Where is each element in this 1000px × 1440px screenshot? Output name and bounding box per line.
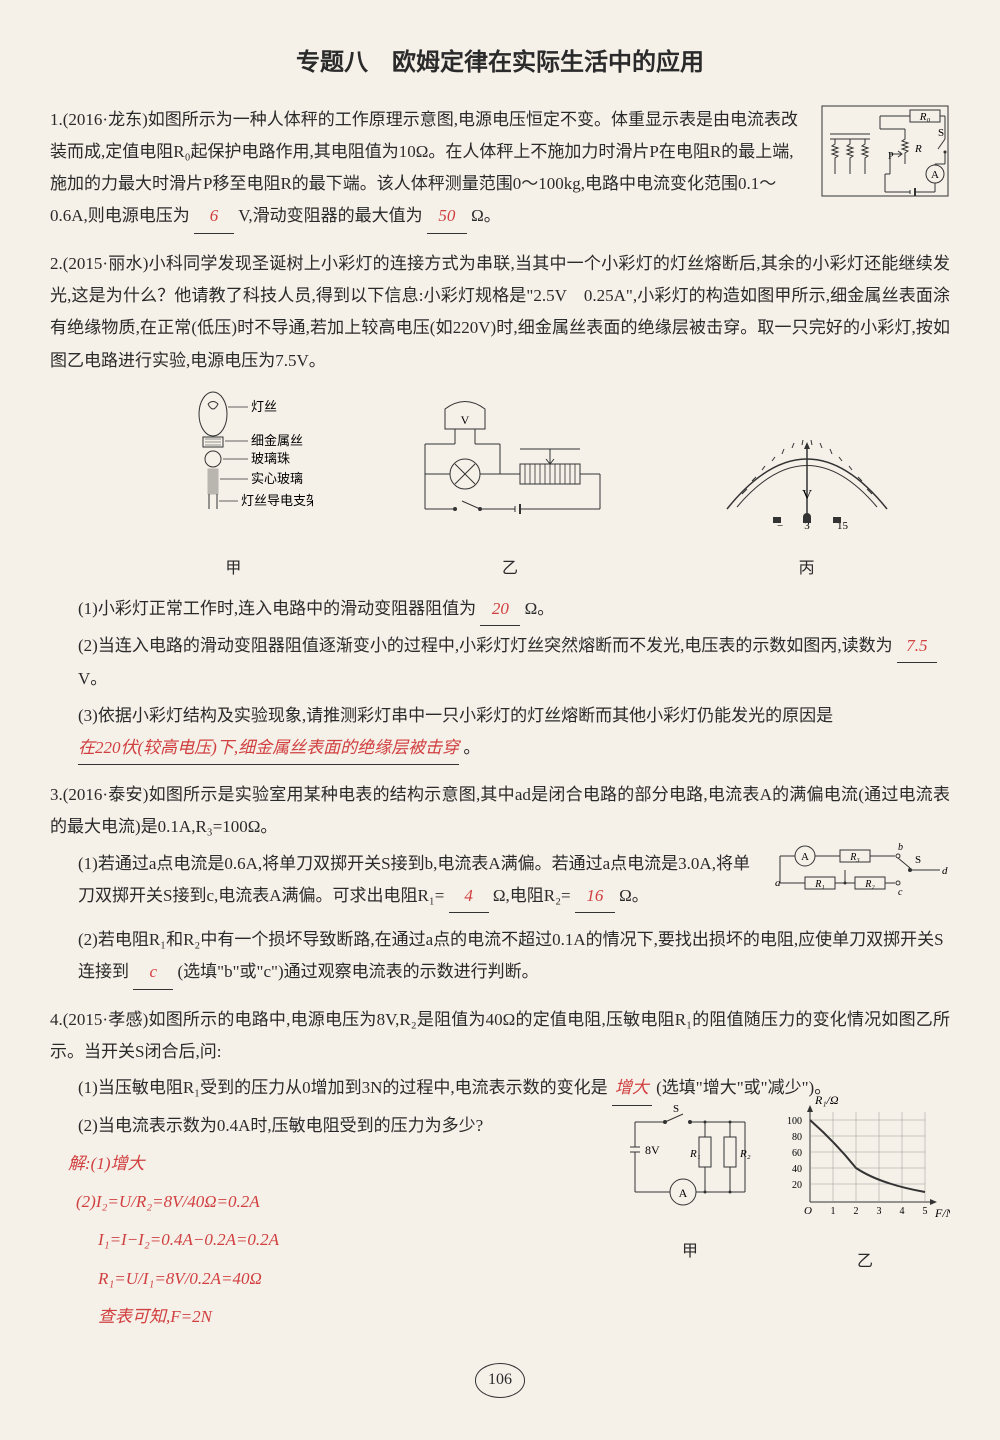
q2-sub1-ans: 20 <box>480 593 520 626</box>
svg-text:O: O <box>804 1205 812 1217</box>
q3-sub1: A R₃ b S d c a R₁ R <box>50 848 950 914</box>
q2-sub3-pre: (3)依据小彩灯结构及实验现象,请推测彩灯串中一只小彩灯的灯丝熔断而其他小彩灯仍… <box>78 706 833 725</box>
q2-sub2: (2)当连入电路的滑动变阻器阻值逐渐变小的过程中,小彩灯灯丝突然熔断而不发光,电… <box>50 630 950 696</box>
q2-sub1: (1)小彩灯正常工作时,连入电路中的滑动变阻器阻值为 20 Ω。 <box>50 593 950 626</box>
page-title: 专题八 欧姆定律在实际生活中的应用 <box>50 40 950 86</box>
svg-text:R₀: R₀ <box>919 111 931 123</box>
q2-sub2-ans: 7.5 <box>897 630 937 663</box>
q4-solution-label: 解:(1)增大 <box>50 1148 615 1180</box>
svg-text:8V: 8V <box>645 1143 660 1157</box>
q2-label-jia: 甲 <box>153 554 313 584</box>
svg-text:d: d <box>942 865 948 877</box>
q2-figure-bing: V − 3 15 丙 <box>707 399 907 585</box>
q2-label-yi: 乙 <box>400 554 620 584</box>
q3-sub1-suf: Ω。 <box>619 886 649 905</box>
svg-text:V: V <box>461 413 470 427</box>
svg-text:R₃: R₃ <box>849 852 860 863</box>
q2-intro: 2.(2015·丽水)小科同学发现圣诞树上小彩灯的连接方式为串联,当其中一个小彩… <box>50 248 950 377</box>
svg-text:2: 2 <box>854 1206 859 1217</box>
svg-text:5: 5 <box>923 1206 928 1217</box>
svg-text:玻璃珠: 玻璃珠 <box>251 451 290 466</box>
svg-text:R₂: R₂ <box>739 1148 751 1160</box>
svg-text:灯丝导电支架: 灯丝导电支架 <box>241 493 313 508</box>
svg-text:R₁: R₁ <box>814 879 825 890</box>
page-number: 106 <box>50 1363 950 1397</box>
q2-sub3: (3)依据小彩灯结构及实验现象,请推测彩灯串中一只小彩灯的灯丝熔断而其他小彩灯仍… <box>50 700 950 766</box>
question-4: 4.(2015·孝感)如图所示的电路中,电源电压为8V,R₂是阻值为40Ω的定值… <box>50 1004 950 1334</box>
q2-figure-jia: 灯丝 细金属丝 玻璃珠 实心玻璃 灯丝导电支架 甲 <box>153 389 313 585</box>
svg-text:F/N: F/N <box>934 1206 950 1220</box>
q3-sub1-mid: Ω,电阻R₂= <box>493 886 571 905</box>
q4-figure-yi: R₁/Ω F/N 100 80 60 40 2 <box>780 1092 950 1278</box>
svg-text:A: A <box>931 169 939 181</box>
svg-text:R: R <box>914 143 922 155</box>
q1-text-part3: Ω。 <box>471 206 501 225</box>
q4-figure-jia: S 8V A R₁ R₂ <box>615 1102 765 1268</box>
svg-text:实心玻璃: 实心玻璃 <box>251 471 303 486</box>
q2-figures: 灯丝 细金属丝 玻璃珠 实心玻璃 灯丝导电支架 甲 V <box>110 389 950 585</box>
svg-text:1: 1 <box>831 1206 836 1217</box>
q4-sub1-pre: (1)当压敏电阻R₁受到的压力从0增加到3N的过程中,电流表示数的变化是 <box>78 1078 608 1097</box>
q4-label-jia: 甲 <box>615 1237 765 1267</box>
q2-sub1-pre: (1)小彩灯正常工作时,连入电路中的滑动变阻器阻值为 <box>78 599 476 618</box>
q2-sub3-suf: 。 <box>463 738 480 757</box>
svg-text:S: S <box>938 127 944 139</box>
svg-text:4: 4 <box>900 1206 905 1217</box>
svg-text:P: P <box>888 151 894 162</box>
question-3: 3.(2016·泰安)如图所示是实验室用某种电表的结构示意图,其中ad是闭合电路… <box>50 779 950 989</box>
svg-text:80: 80 <box>792 1132 802 1143</box>
q3-sub2-ans: c <box>133 956 173 989</box>
q4-sub1-ans: 增大 <box>612 1072 652 1105</box>
q4-sol-line-1: I₁=I−I₂=0.4A−0.2A=0.2A <box>50 1224 615 1256</box>
q4-sol-line-3: 查表可知,F=2N <box>50 1301 615 1333</box>
q4-label-yi: 乙 <box>780 1247 950 1277</box>
q3-sub1-ans2: 16 <box>575 880 615 913</box>
q4-sol-line-0: (2)I₂=U/R₂=8V/40Ω=0.2A <box>50 1186 615 1218</box>
q3-circuit-diagram: A R₃ b S d c a R₁ R <box>770 838 950 919</box>
q3-intro: 3.(2016·泰安)如图所示是实验室用某种电表的结构示意图,其中ad是闭合电路… <box>50 779 950 844</box>
page-number-value: 106 <box>475 1363 525 1397</box>
q1-answer-1: 6 <box>194 200 234 233</box>
q3-sub2: (2)若电阻R₁和R₂中有一个损坏导致断路,在通过a点的电流不超过0.1A的情况… <box>50 924 950 990</box>
svg-text:60: 60 <box>792 1148 802 1159</box>
svg-text:b: b <box>898 842 903 853</box>
svg-text:3: 3 <box>877 1206 882 1217</box>
svg-text:细金属丝: 细金属丝 <box>251 433 303 448</box>
q1-text-part2: V,滑动变阻器的最大值为 <box>238 206 422 225</box>
q1-answer-2: 50 <box>427 200 467 233</box>
question-2: 2.(2015·丽水)小科同学发现圣诞树上小彩灯的连接方式为串联,当其中一个小彩… <box>50 248 950 765</box>
svg-text:S: S <box>673 1103 679 1115</box>
svg-text:灯丝: 灯丝 <box>251 399 277 414</box>
q4-intro: 4.(2015·孝感)如图所示的电路中,电源电压为8V,R₂是阻值为40Ω的定值… <box>50 1004 950 1069</box>
svg-text:A: A <box>801 851 809 863</box>
svg-text:20: 20 <box>792 1180 802 1191</box>
q3-sub1-ans1: 4 <box>449 880 489 913</box>
q3-sub2-suf: (选填"b"或"c")通过观察电流表的示数进行判断。 <box>178 962 539 981</box>
q4-sol-line-2: R₁=U/I₁=8V/0.2A=40Ω <box>50 1263 615 1295</box>
svg-text:40: 40 <box>792 1164 802 1175</box>
question-1: R₀ S A R <box>50 104 950 234</box>
q3-sub1-pre: (1)若通过a点电流是0.6A,将单刀双掷开关S接到b,电流表A满偏。若通过a点… <box>78 854 750 905</box>
q1-text-part1: 1.(2016·龙东)如图所示为一种人体秤的工作原理示意图,电源电压恒定不变。体… <box>50 110 798 226</box>
q2-sub2-suf: V。 <box>78 669 107 688</box>
svg-text:V: V <box>802 488 812 503</box>
q2-label-bing: 丙 <box>707 554 907 584</box>
svg-text:R₁/Ω: R₁/Ω <box>814 1093 839 1107</box>
q2-sub1-suf: Ω。 <box>525 599 555 618</box>
q1-circuit-diagram: R₀ S A R <box>820 104 950 210</box>
svg-text:R₂: R₂ <box>864 879 875 890</box>
q2-figure-yi: V <box>400 389 620 585</box>
svg-text:A: A <box>679 1186 688 1200</box>
svg-text:c: c <box>898 887 903 898</box>
svg-text:S: S <box>915 854 921 866</box>
q2-sub3-ans: 在220伏(较高电压)下,细金属丝表面的绝缘层被击穿 <box>78 732 459 765</box>
svg-text:R₁: R₁ <box>689 1148 701 1160</box>
q2-sub2-pre: (2)当连入电路的滑动变阻器阻值逐渐变小的过程中,小彩灯灯丝突然熔断而不发光,电… <box>78 636 893 655</box>
svg-text:100: 100 <box>787 1116 802 1127</box>
